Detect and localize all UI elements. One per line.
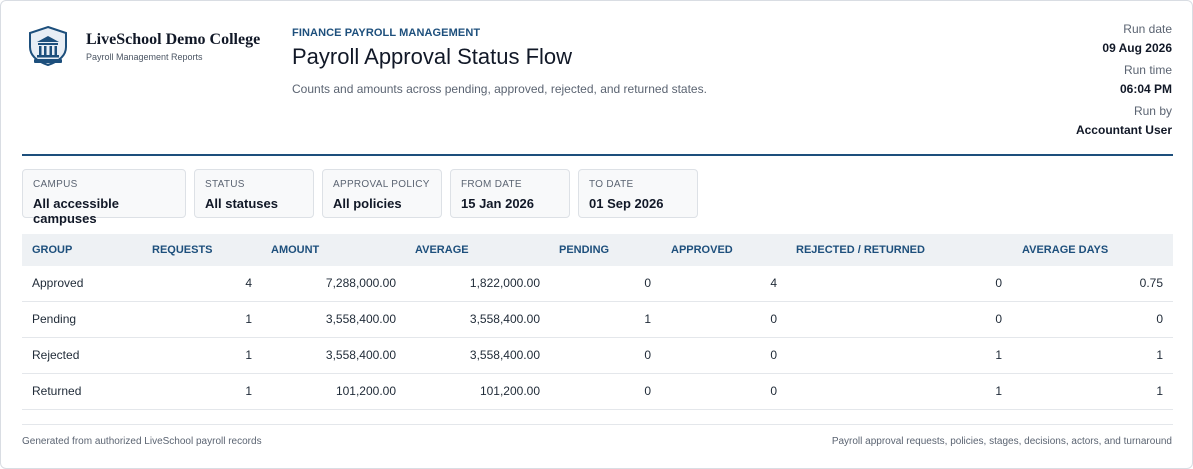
table-header: GROUP REQUESTS AMOUNT AVERAGE PENDING AP… bbox=[22, 234, 1173, 266]
cell-pending: 0 bbox=[644, 276, 651, 290]
footer-right: Payroll approval requests, policies, sta… bbox=[831, 436, 1172, 447]
cell-requests: 1 bbox=[245, 312, 252, 326]
cell-amount: 101,200.00 bbox=[335, 384, 396, 398]
cell-group: Returned bbox=[32, 384, 82, 398]
run-date-value: 09 Aug 2026 bbox=[1102, 41, 1172, 55]
college-crest-icon bbox=[29, 25, 67, 67]
cell-rejected-returned: 1 bbox=[995, 384, 1002, 398]
run-by-value: Accountant User bbox=[1075, 123, 1172, 137]
cell-rejected-returned: 1 bbox=[995, 348, 1002, 362]
col-amount: AMOUNT bbox=[271, 244, 320, 256]
footer-divider bbox=[22, 424, 1173, 425]
run-info: Run date 09 Aug 2026 Run time 06:04 PM R… bbox=[1076, 22, 1172, 145]
cell-approved: 0 bbox=[770, 348, 777, 362]
col-requests: REQUESTS bbox=[152, 244, 213, 256]
run-date-label: Run date bbox=[1123, 22, 1172, 36]
filter-status: STATUS All statuses bbox=[194, 169, 314, 218]
cell-requests: 1 bbox=[245, 384, 252, 398]
filter-label: TO DATE bbox=[589, 179, 634, 190]
cell-amount: 3,558,400.00 bbox=[325, 348, 396, 362]
cell-amount: 3,558,400.00 bbox=[325, 312, 396, 326]
run-by-label: Run by bbox=[1133, 104, 1172, 118]
footer-left: Generated from authorized LiveSchool pay… bbox=[22, 436, 262, 447]
cell-average-days: 0 bbox=[1156, 312, 1163, 326]
cell-average: 1,822,000.00 bbox=[469, 276, 540, 290]
cell-average: 101,200.00 bbox=[479, 384, 540, 398]
cell-average-days: 0.75 bbox=[1139, 276, 1163, 290]
run-time-label: Run time bbox=[1123, 63, 1172, 77]
cell-requests: 4 bbox=[245, 276, 252, 290]
cell-approved: 0 bbox=[770, 384, 777, 398]
filter-value: 01 Sep 2026 bbox=[589, 196, 664, 211]
col-group: GROUP bbox=[32, 244, 73, 256]
cell-pending: 1 bbox=[644, 312, 651, 326]
page-title: Payroll Approval Status Flow bbox=[292, 44, 573, 69]
filter-value: All accessible campuses bbox=[33, 196, 119, 226]
filter-value: All statuses bbox=[205, 196, 278, 211]
cell-group: Approved bbox=[32, 276, 84, 290]
col-average-days: AVERAGE DAYS bbox=[1022, 244, 1109, 256]
cell-approved: 0 bbox=[770, 312, 777, 326]
table-row: Rejected 1 3,558,400.00 3,558,400.00 0 0… bbox=[22, 338, 1173, 374]
report-header: FINANCE PAYROLL MANAGEMENT Payroll Appro… bbox=[292, 27, 707, 96]
filter-label: APPROVAL POLICY bbox=[333, 179, 430, 190]
cell-requests: 1 bbox=[245, 348, 252, 362]
col-rejected-returned: REJECTED / RETURNED bbox=[796, 244, 925, 256]
filter-value: All policies bbox=[333, 196, 402, 211]
filter-campus: CAMPUS All accessible campuses bbox=[22, 169, 186, 226]
cell-average: 3,558,400.00 bbox=[469, 348, 540, 362]
cell-rejected-returned: 0 bbox=[995, 312, 1002, 326]
table-row: Approved 4 7,288,000.00 1,822,000.00 0 4… bbox=[22, 266, 1173, 302]
filter-approval-policy: APPROVAL POLICY All policies bbox=[322, 169, 442, 218]
cell-average: 3,558,400.00 bbox=[469, 312, 540, 326]
cell-group: Pending bbox=[32, 312, 77, 326]
table-row: Returned 1 101,200.00 101,200.00 0 0 1 1 bbox=[22, 374, 1173, 410]
filter-to-date: TO DATE 01 Sep 2026 bbox=[578, 169, 698, 218]
filter-value: 15 Jan 2026 bbox=[461, 196, 535, 211]
cell-group: Rejected bbox=[32, 348, 80, 362]
cell-amount: 7,288,000.00 bbox=[325, 276, 396, 290]
cell-rejected-returned: 0 bbox=[995, 276, 1002, 290]
cell-pending: 0 bbox=[644, 348, 651, 362]
col-pending: PENDING bbox=[559, 244, 610, 256]
cell-pending: 0 bbox=[644, 384, 651, 398]
filter-label: CAMPUS bbox=[33, 179, 78, 190]
col-average: AVERAGE bbox=[415, 244, 469, 256]
org-subtitle: Payroll Management Reports bbox=[86, 52, 203, 62]
org-block: LiveSchool Demo College Payroll Manageme… bbox=[86, 31, 260, 62]
table-row: Pending 1 3,558,400.00 3,558,400.00 1 0 … bbox=[22, 302, 1173, 338]
cell-approved: 4 bbox=[770, 276, 777, 290]
status-flow-table: GROUP REQUESTS AMOUNT AVERAGE PENDING AP… bbox=[22, 234, 1173, 410]
org-name: LiveSchool Demo College bbox=[86, 31, 261, 48]
filter-label: STATUS bbox=[205, 179, 245, 190]
filter-label: FROM DATE bbox=[461, 179, 522, 190]
filter-from-date: FROM DATE 15 Jan 2026 bbox=[450, 169, 570, 218]
col-approved: APPROVED bbox=[671, 244, 733, 256]
header-divider bbox=[22, 154, 1173, 156]
run-time-value: 06:04 PM bbox=[1119, 82, 1172, 96]
cell-average-days: 1 bbox=[1156, 348, 1163, 362]
report-eyebrow: FINANCE PAYROLL MANAGEMENT bbox=[292, 27, 481, 39]
cell-average-days: 1 bbox=[1156, 384, 1163, 398]
page-subtitle: Counts and amounts across pending, appro… bbox=[292, 82, 707, 96]
